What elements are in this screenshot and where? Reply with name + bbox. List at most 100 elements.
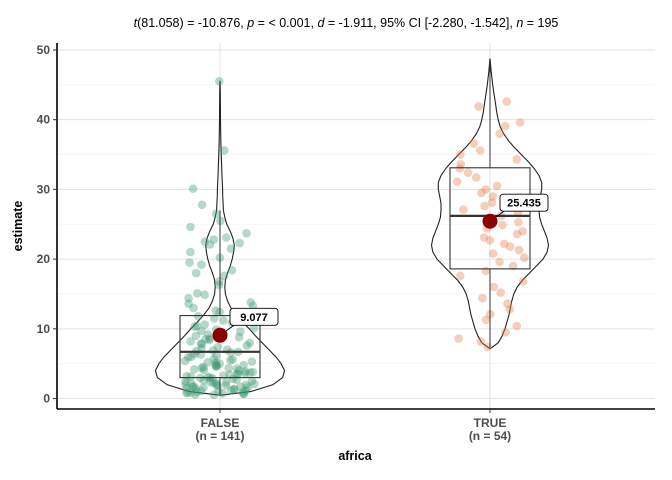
point-true xyxy=(472,173,481,182)
point-true xyxy=(500,121,510,131)
point-true xyxy=(469,139,479,148)
point-true xyxy=(456,160,466,169)
point-true xyxy=(502,97,512,106)
point-true xyxy=(501,328,510,337)
point-true xyxy=(463,168,473,177)
point-false xyxy=(212,361,221,371)
x-tick-label: FALSE xyxy=(201,416,240,430)
mean-label-true: 25.435 xyxy=(507,198,541,210)
point-false xyxy=(229,385,239,394)
point-false xyxy=(200,290,209,300)
point-false xyxy=(208,378,218,388)
subtitle-t-symbol: t xyxy=(134,16,138,30)
point-false xyxy=(219,271,229,281)
point-true xyxy=(480,201,489,211)
point-false xyxy=(211,360,220,369)
point-false xyxy=(230,384,239,394)
point-false xyxy=(184,293,193,303)
point-true xyxy=(492,181,502,191)
violins xyxy=(154,58,550,396)
y-tick-label: 30 xyxy=(37,182,51,196)
y-tick-label: 40 xyxy=(37,113,51,127)
point-false xyxy=(199,376,208,385)
subtitle-n-value: = 195 xyxy=(523,16,558,30)
point-false xyxy=(215,359,224,369)
point-false xyxy=(209,390,219,400)
point-false xyxy=(201,335,210,344)
point-false xyxy=(221,378,231,387)
boxplots xyxy=(179,60,531,395)
point-false xyxy=(205,335,214,345)
data-points xyxy=(180,77,529,400)
point-false xyxy=(197,344,206,353)
point-false xyxy=(226,385,236,395)
y-tick-label: 20 xyxy=(37,252,51,266)
point-false xyxy=(211,209,221,219)
point-true xyxy=(496,288,506,297)
point-true xyxy=(488,249,498,258)
point-true xyxy=(508,261,518,271)
point-false xyxy=(238,387,248,396)
point-false xyxy=(246,298,255,307)
point-false xyxy=(186,372,196,381)
point-false xyxy=(188,184,198,193)
point-false xyxy=(190,390,200,399)
point-true xyxy=(503,299,512,309)
point-false xyxy=(228,374,238,384)
point-false xyxy=(238,389,248,399)
point-true xyxy=(489,282,499,292)
point-false xyxy=(243,383,252,392)
point-false xyxy=(212,380,222,389)
point-true xyxy=(475,146,485,155)
point-true xyxy=(481,266,491,276)
point-true xyxy=(487,198,497,207)
point-false xyxy=(249,323,259,333)
point-false xyxy=(184,353,193,362)
point-false xyxy=(187,379,196,388)
box-false xyxy=(179,315,261,379)
point-false xyxy=(184,299,193,309)
point-false xyxy=(180,356,190,366)
point-false xyxy=(213,342,223,352)
y-tick-label: 0 xyxy=(43,392,50,406)
point-false xyxy=(192,321,202,331)
point-false xyxy=(211,378,221,388)
point-false xyxy=(212,361,221,371)
point-true xyxy=(481,315,491,325)
point-false xyxy=(193,289,202,298)
point-false xyxy=(196,386,206,396)
point-true xyxy=(515,118,525,127)
point-false xyxy=(241,386,251,395)
subtitle-p-symbol: p xyxy=(246,16,254,30)
point-false xyxy=(191,384,201,394)
point-false xyxy=(240,369,250,378)
point-false xyxy=(205,240,215,249)
point-false xyxy=(228,355,237,364)
point-true xyxy=(505,305,515,314)
point-true xyxy=(505,242,515,251)
point-true xyxy=(477,188,486,198)
x-tick-count-label: (n = 141) xyxy=(195,429,244,443)
chart-subtitle: t(81.058) = -10.876, p = < 0.001, d = -1… xyxy=(134,16,559,30)
point-false xyxy=(181,380,190,389)
point-false xyxy=(211,358,220,368)
point-false xyxy=(210,314,219,323)
point-false xyxy=(239,389,249,399)
point-false xyxy=(205,377,215,387)
point-false xyxy=(205,334,214,343)
x-axis-title: africa xyxy=(338,449,372,463)
point-false xyxy=(239,360,248,370)
point-true xyxy=(514,245,524,255)
point-true xyxy=(456,150,465,159)
point-false xyxy=(234,332,244,342)
point-false xyxy=(191,268,201,278)
y-tick-label: 50 xyxy=(37,43,51,57)
point-false xyxy=(226,244,236,253)
point-false xyxy=(197,326,206,336)
point-true xyxy=(474,102,483,111)
x-tick-label: TRUE xyxy=(474,416,507,430)
point-false xyxy=(234,366,243,376)
point-false xyxy=(188,382,197,392)
x-tick-count-label: (n = 54) xyxy=(469,429,511,443)
point-false xyxy=(197,363,206,373)
